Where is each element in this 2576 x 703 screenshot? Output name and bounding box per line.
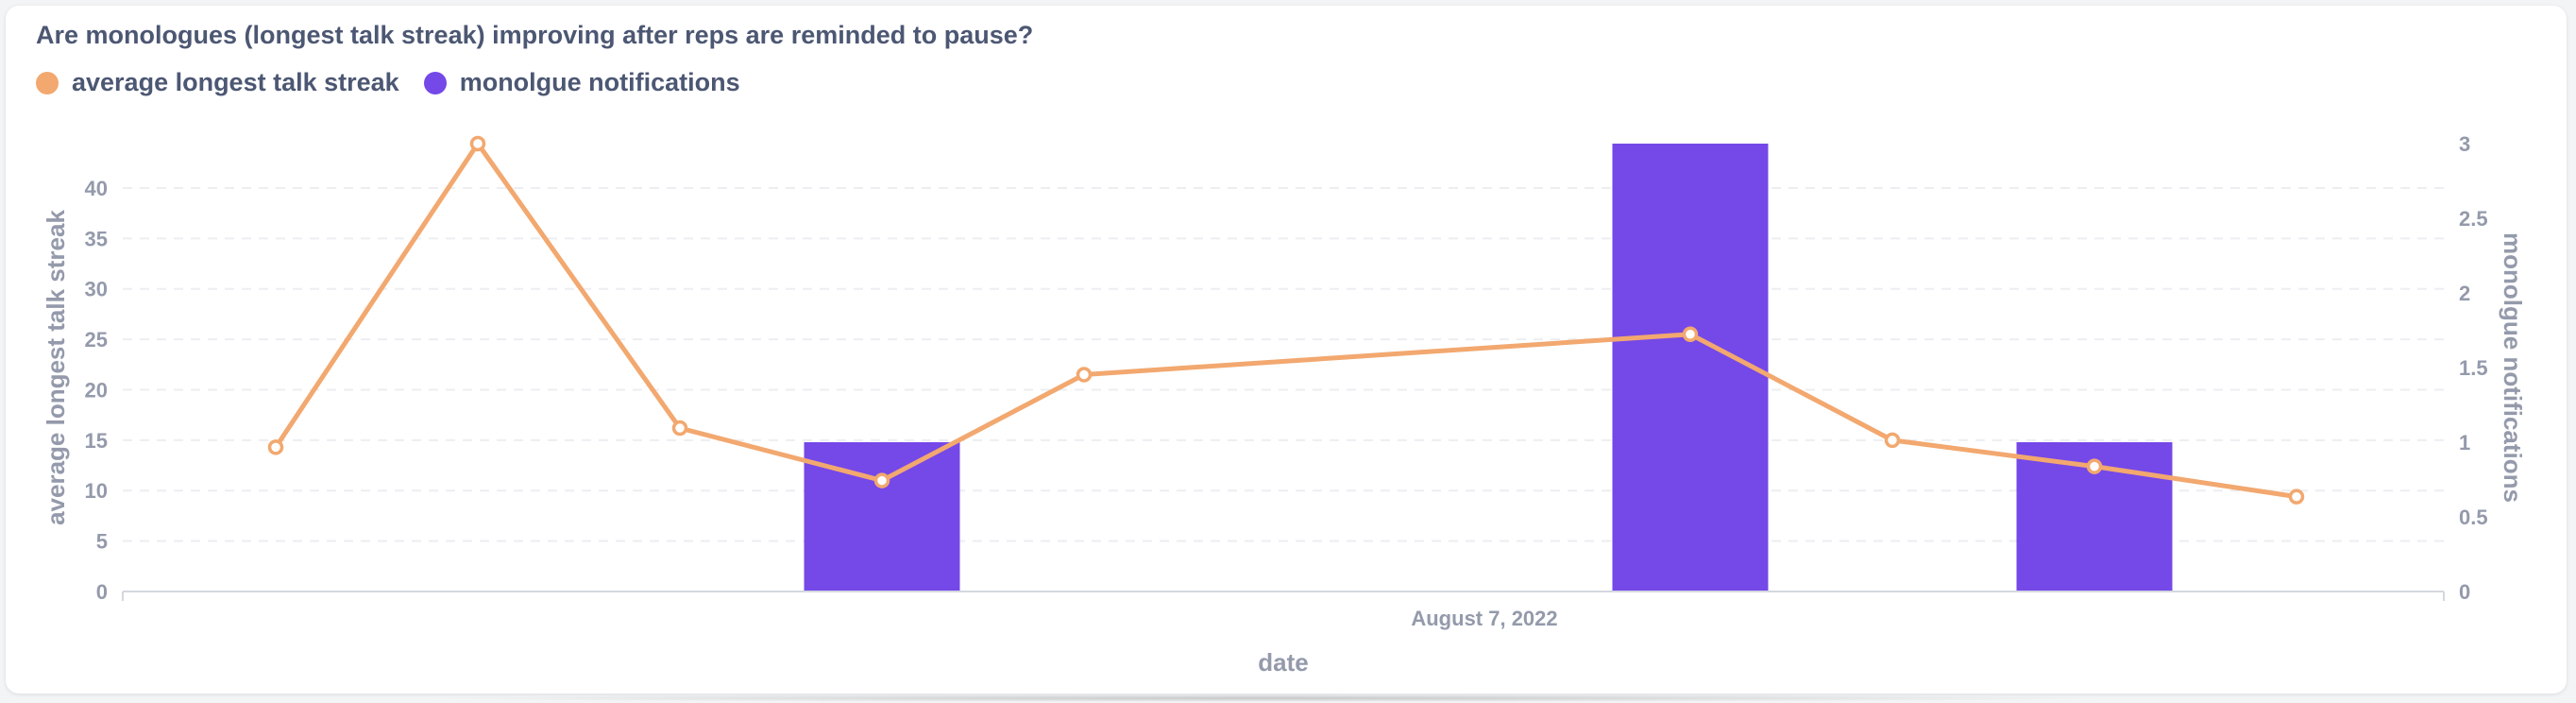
data-point: [267, 439, 284, 455]
bar: [1612, 144, 1769, 592]
y-right-tick-label: 2.5: [2459, 207, 2488, 231]
data-point: [2288, 489, 2305, 505]
y-left-tick-label: 25: [85, 328, 108, 352]
y-left-axis-title: average longest talk streak: [42, 210, 70, 525]
y-right-tick-label: 0: [2459, 580, 2470, 604]
y-left-tick-label: 10: [85, 479, 108, 503]
legend-item-talk-streak[interactable]: average longest talk streak: [36, 68, 399, 97]
y-right-tick-label: 3: [2459, 132, 2470, 156]
x-axis-title: date: [1258, 648, 1308, 677]
chart-title: Are monologues (longest talk streak) imp…: [36, 21, 1034, 49]
y-left-tick-label: 15: [85, 429, 108, 453]
legend-label: average longest talk streak: [72, 68, 399, 96]
data-point: [1884, 432, 1901, 449]
gridlines: [123, 186, 2444, 542]
data-point: [469, 135, 486, 152]
axes: 0 5 10 15 20 25 30 35 40 0 0.5 1 1.5 2 2.5 3 August 7, 2…: [42, 132, 2527, 677]
data-point: [671, 420, 688, 437]
bar-series: [804, 144, 2173, 592]
card-shadow: [415, 694, 2115, 702]
y-left-tick-label: 35: [85, 227, 108, 250]
y-left-tick-label: 40: [85, 177, 108, 200]
x-tick-label: August 7, 2022: [1411, 607, 1557, 630]
data-point: [1682, 326, 1699, 343]
y-right-tick-label: 0.5: [2459, 506, 2488, 529]
legend-dot-purple: [423, 71, 447, 94]
data-point: [1076, 367, 1093, 383]
y-left-tick-label: 20: [85, 378, 108, 402]
line-series: [267, 135, 2305, 505]
y-right-axis-title: monolgue notifications: [2499, 232, 2527, 503]
legend-label: monolgue notifications: [459, 68, 740, 96]
y-left-tick-label: 5: [96, 530, 108, 554]
y-right-tick-label: 2: [2459, 282, 2470, 305]
y-right-tick-label: 1.5: [2459, 356, 2488, 380]
legend-item-notifications[interactable]: monolgue notifications: [423, 68, 740, 97]
legend-dot-orange: [36, 71, 59, 94]
y-left-tick-label: 30: [85, 278, 108, 301]
data-point: [2086, 458, 2103, 474]
legend: average longest talk streak monolgue not…: [36, 68, 765, 97]
series-line: [273, 141, 2299, 500]
data-point: [873, 472, 890, 489]
y-left-tick-label: 0: [96, 580, 108, 604]
y-right-tick-label: 1: [2459, 431, 2470, 454]
